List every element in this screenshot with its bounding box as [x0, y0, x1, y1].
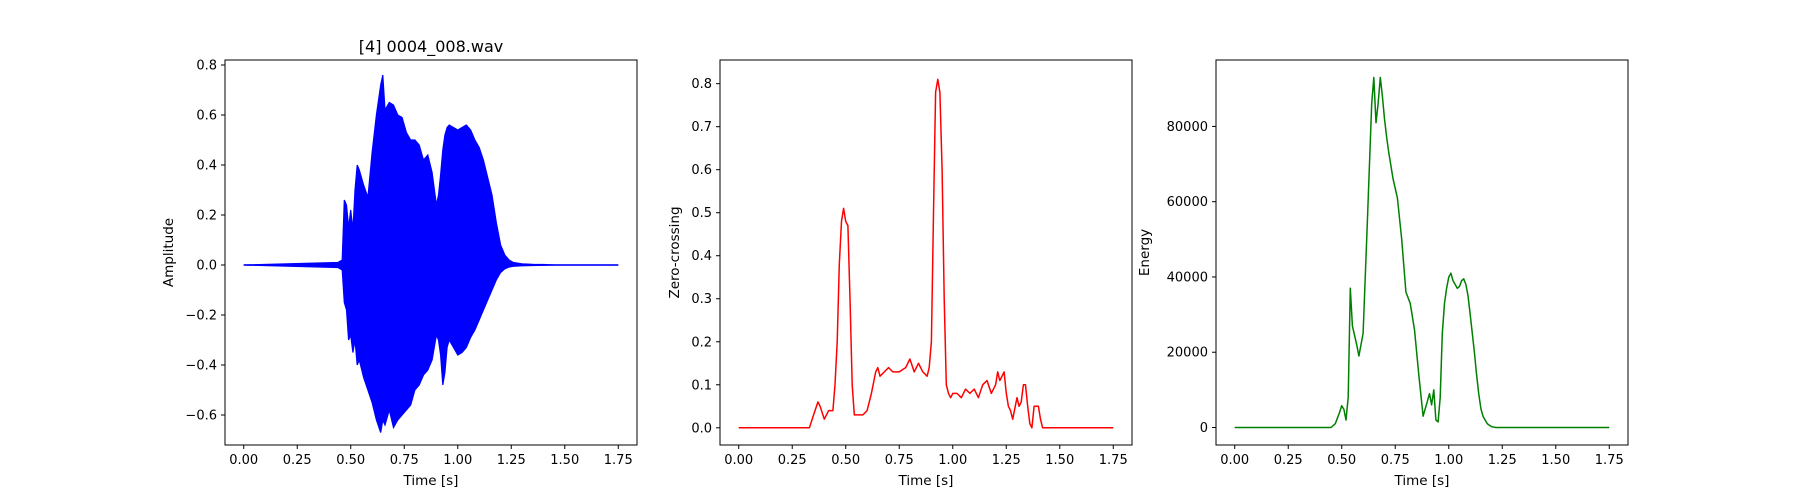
- x-tick-label: 0.50: [336, 453, 365, 468]
- x-tick-label: 0.50: [831, 453, 860, 468]
- x-tick-label: 1.75: [1595, 453, 1624, 468]
- energy-subplot: 0.00 0.25 0.50 0.75 1.00 1.25 1.50 1.75 0 20000 40…: [1137, 59, 1629, 489]
- x-axis-label: Time [s]: [403, 473, 459, 489]
- x-tick-label: 0.25: [283, 453, 312, 468]
- x-tick-label: 0.75: [390, 453, 419, 468]
- plot-title: [4] 0004_008.wav: [359, 37, 503, 57]
- y-tick-label: −0.6: [185, 409, 217, 424]
- x-tick-label: 1.50: [1045, 453, 1074, 468]
- x-tick-label: 1.00: [443, 453, 472, 468]
- y-tick-label: 0.2: [691, 335, 712, 350]
- x-tick-label: 0.00: [229, 453, 258, 468]
- x-tick-label: 0.00: [1220, 453, 1249, 468]
- zero-crossing-subplot: 0.00 0.25 0.50 0.75 1.00 1.25 1.50 1.75 0.0 0.1 0.…: [667, 59, 1133, 489]
- y-tick-label: 0.0: [196, 259, 217, 274]
- y-tick-label: 0.5: [691, 206, 712, 221]
- plot-frame: [719, 59, 1133, 446]
- x-axis-label: Time [s]: [1394, 473, 1450, 489]
- y-tick-label: 20000: [1167, 346, 1208, 361]
- y-tick-label: 0.4: [691, 249, 712, 264]
- series-line: [738, 78, 1114, 429]
- y-tick-label: 40000: [1167, 270, 1208, 285]
- y-axis-label: Zero-crossing: [667, 206, 683, 298]
- y-tick-label: 0.2: [196, 209, 217, 224]
- plot-frame: [1215, 59, 1629, 446]
- y-tick-label: 0.6: [691, 163, 712, 178]
- x-tick-label: 0.25: [778, 453, 807, 468]
- x-tick-label: 0.75: [885, 453, 914, 468]
- x-tick-label: 0.50: [1327, 453, 1356, 468]
- y-tick-label: 60000: [1167, 195, 1208, 210]
- x-tick-label: 0.00: [724, 453, 753, 468]
- waveform-area: [243, 74, 619, 433]
- x-tick-label: 0.25: [1274, 453, 1303, 468]
- x-tick-label: 1.75: [1099, 453, 1128, 468]
- y-tick-label: 0.8: [196, 59, 217, 74]
- y-axis-label: Amplitude: [161, 218, 177, 287]
- x-tick-label: 1.25: [497, 453, 526, 468]
- y-tick-label: 0.4: [196, 159, 217, 174]
- y-tick-label: −0.2: [185, 309, 217, 324]
- x-tick-label: 0.75: [1381, 453, 1410, 468]
- plot-frame: [224, 59, 638, 446]
- y-axis-label: Energy: [1137, 229, 1153, 276]
- x-tick-label: 1.50: [550, 453, 579, 468]
- y-tick-label: 0: [1200, 421, 1208, 436]
- y-tick-label: 0.1: [691, 378, 712, 393]
- x-tick-label: 1.75: [604, 453, 633, 468]
- y-tick-label: 0.7: [691, 120, 712, 135]
- x-tick-label: 1.50: [1541, 453, 1570, 468]
- y-tick-label: 0.6: [196, 109, 217, 124]
- y-tick-label: 0.8: [691, 77, 712, 92]
- y-tick-label: 80000: [1167, 120, 1208, 135]
- x-tick-label: 1.00: [938, 453, 967, 468]
- y-tick-label: 0.3: [691, 292, 712, 307]
- x-axis-label: Time [s]: [898, 473, 954, 489]
- y-tick-label: 0.0: [691, 421, 712, 436]
- y-tick-label: −0.4: [185, 359, 217, 374]
- series-line: [1234, 76, 1610, 429]
- x-tick-label: 1.00: [1434, 453, 1463, 468]
- x-tick-label: 1.25: [1488, 453, 1517, 468]
- waveform-subplot: 0.00 0.25 0.50 0.75 1.00 1.25 1.50 1.75 −0.6 −0.4…: [161, 37, 638, 489]
- x-tick-label: 1.25: [992, 453, 1021, 468]
